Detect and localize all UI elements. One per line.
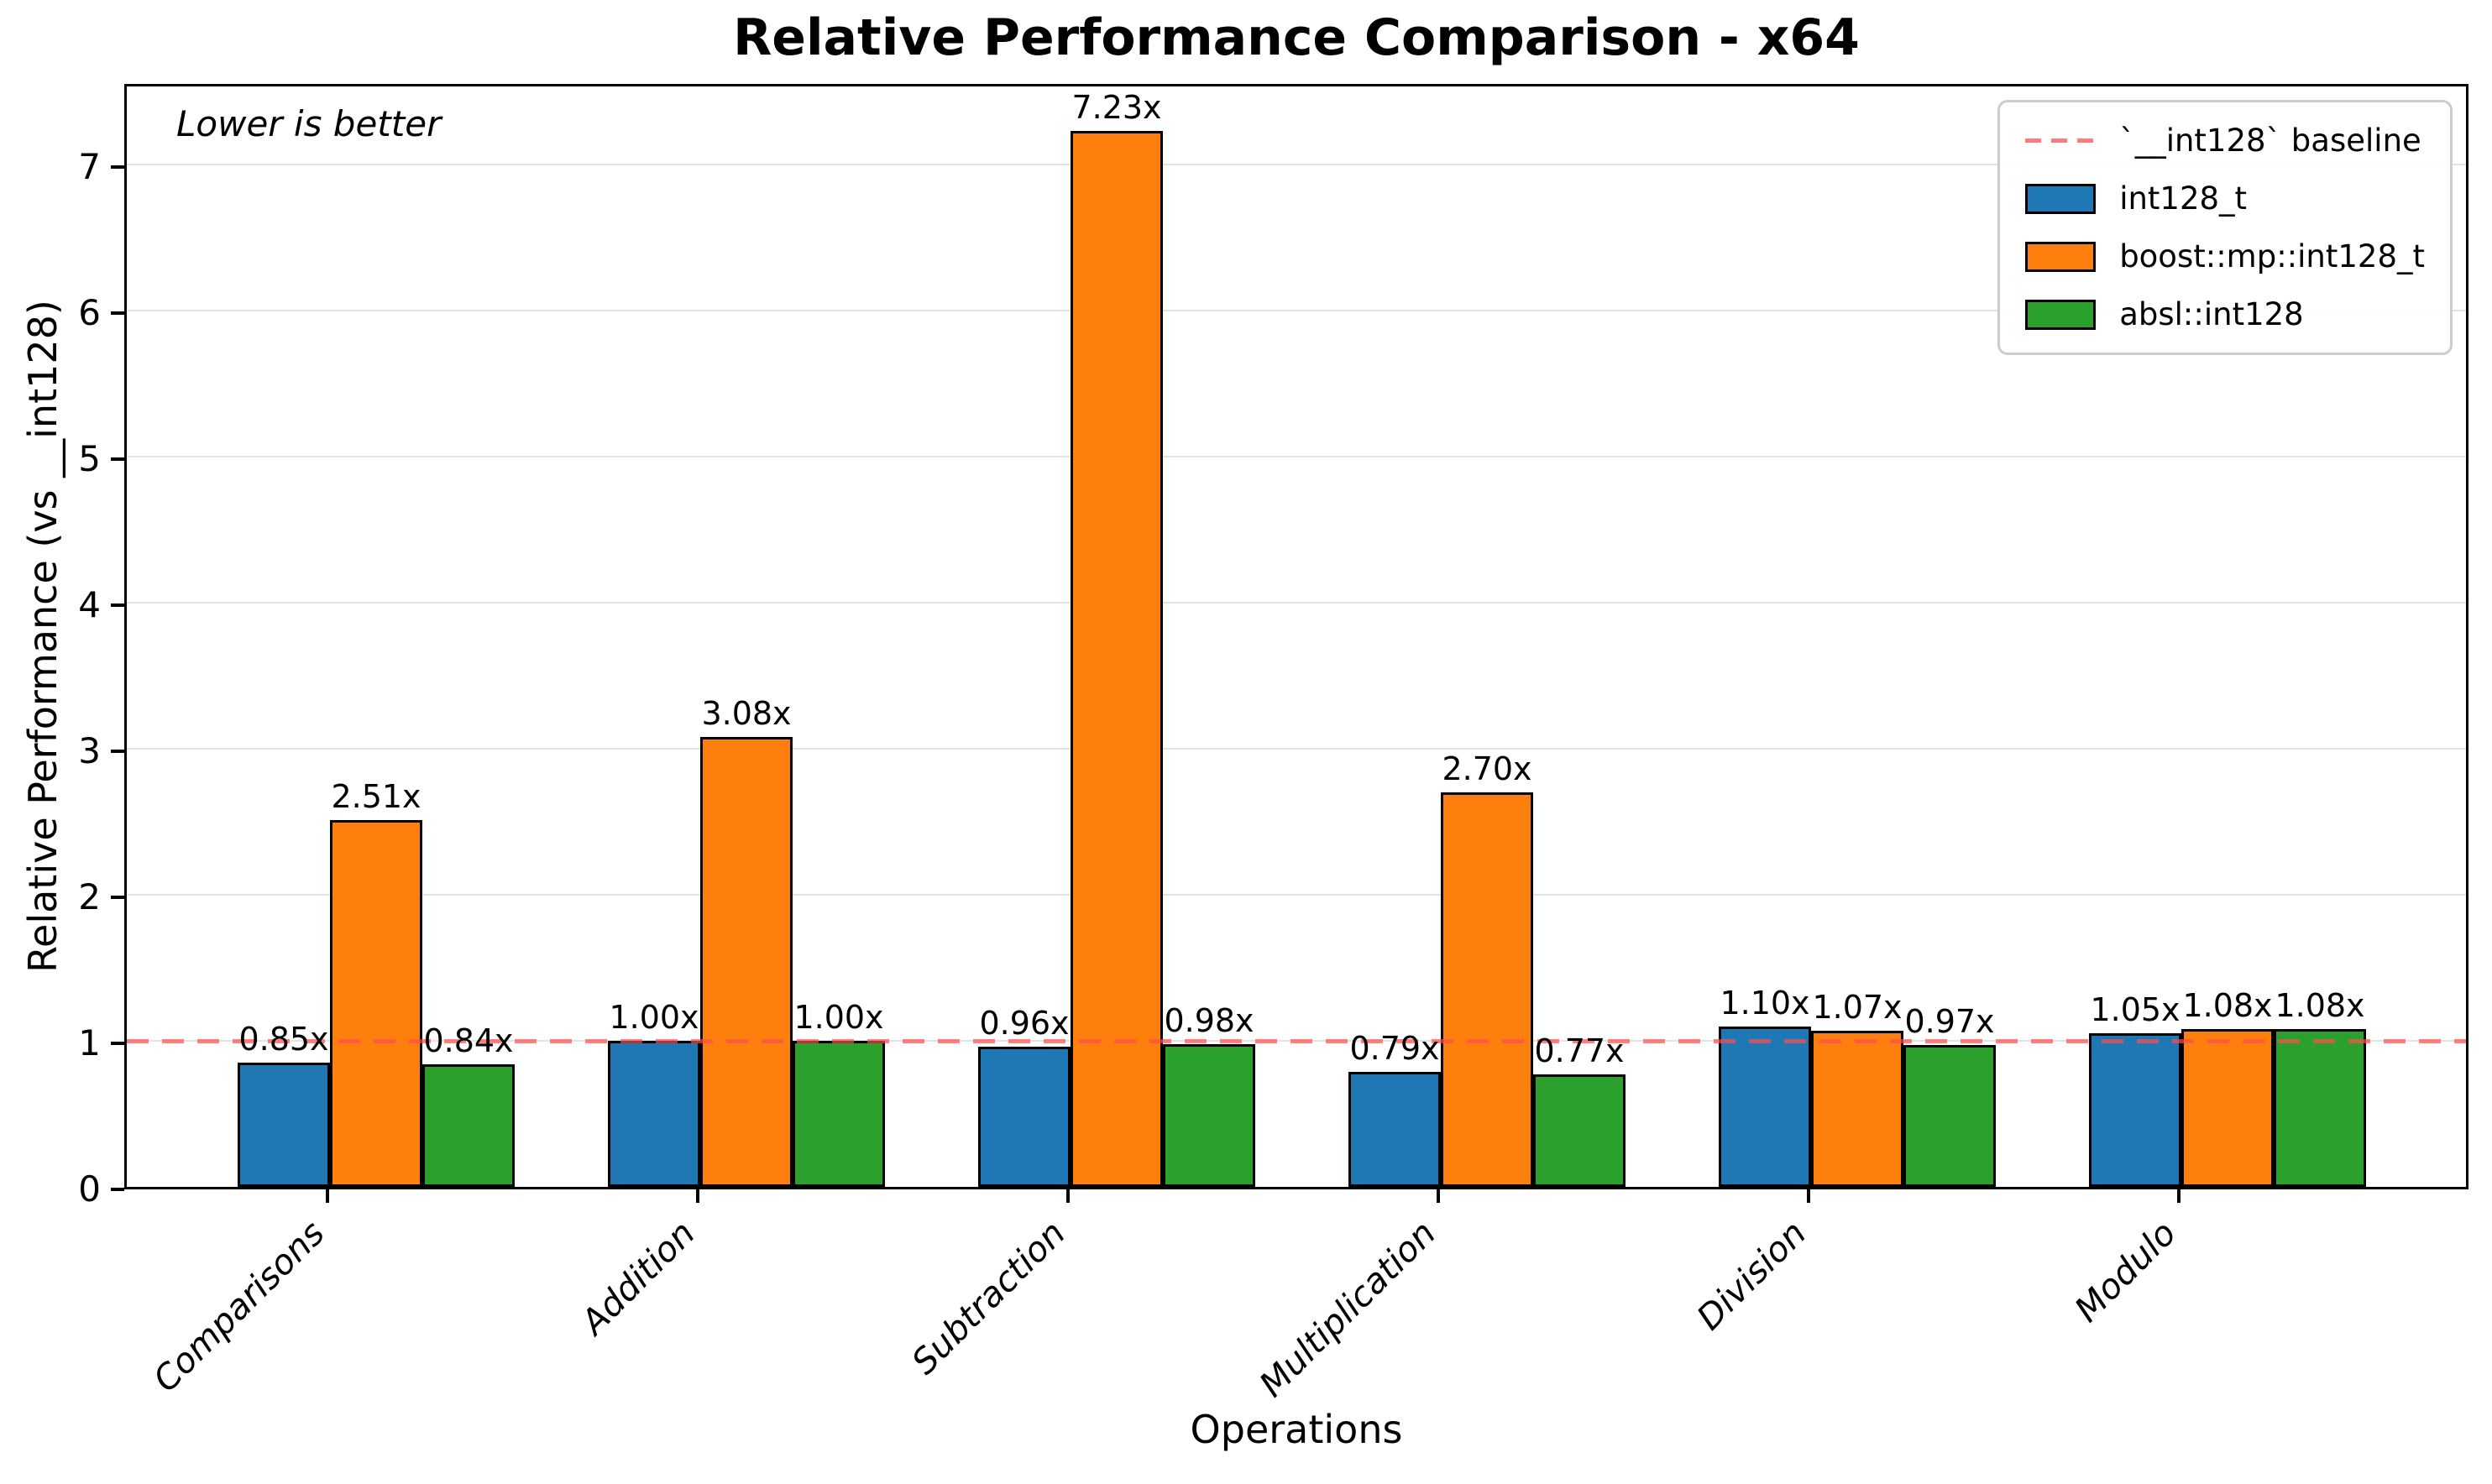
gridline-y5 xyxy=(127,456,2466,458)
bar-int128_t-Multiplication xyxy=(1348,1071,1441,1187)
legend-item-baseline: `__int128` baseline xyxy=(2025,123,2425,159)
value-label-boost::mp::int128_t-Multiplication: 2.70x xyxy=(1442,750,1532,788)
ytick-mark-1 xyxy=(111,1042,124,1045)
ytick-mark-5 xyxy=(111,457,124,461)
ytick-label-7: 7 xyxy=(78,146,101,188)
legend-label-int128_t: int128_t xyxy=(2119,180,2248,217)
value-labels-layer: 0.85x 2.51x 0.84x 1.00x 3.08x 1.00x 0.96x 7.23x… xyxy=(127,86,2466,1187)
legend-key-int128_t xyxy=(2025,183,2097,214)
value-label-boost::mp::int128_t-Division: 1.07x xyxy=(1812,988,1903,1026)
ytick-mark-3 xyxy=(111,750,124,753)
xtick-label-Comparisons: Comparisons xyxy=(145,1213,332,1400)
gridline-y3 xyxy=(127,748,2466,750)
xtick-mark-Comparisons xyxy=(326,1189,329,1203)
value-label-int128_t-Modulo: 1.05x xyxy=(2090,991,2180,1029)
value-label-boost::mp::int128_t-Addition: 3.08x xyxy=(701,695,792,733)
bar-boost::mp::int128_t-Comparisons xyxy=(330,820,422,1187)
bar-int128_t-Comparisons xyxy=(238,1063,330,1187)
bar-boost::mp::int128_t-Division xyxy=(1811,1030,1903,1187)
ytick-mark-0 xyxy=(111,1188,124,1191)
chart-title: Relative Performance Comparison - x64 xyxy=(733,8,1860,67)
lower-is-better-annotation: Lower is better xyxy=(176,103,442,144)
ytick-label-3: 3 xyxy=(78,730,101,772)
bar-absl::int128-Subtraction xyxy=(1163,1043,1255,1187)
bar-int128_t-Subtraction xyxy=(978,1046,1071,1187)
y-axis-label: Relative Performance (vs __int128) xyxy=(20,300,65,973)
legend-label-absl::int128: absl::int128 xyxy=(2119,296,2304,332)
ytick-mark-7 xyxy=(111,165,124,169)
ytick-label-4: 4 xyxy=(78,584,101,626)
x-axis-label: Operations xyxy=(1190,1407,1403,1452)
value-label-int128_t-Multiplication: 0.79x xyxy=(1349,1029,1440,1067)
ytick-mark-2 xyxy=(111,896,124,899)
legend-item-absl::int128: absl::int128 xyxy=(2025,296,2425,332)
value-label-absl::int128-Multiplication: 0.77x xyxy=(1534,1032,1625,1070)
xtick-label-Modulo: Modulo xyxy=(2066,1213,2184,1330)
value-label-boost::mp::int128_t-Modulo: 1.08x xyxy=(2182,987,2273,1025)
ytick-mark-6 xyxy=(111,311,124,315)
plot-area: 0.85x 2.51x 0.84x 1.00x 3.08x 1.00x 0.96x 7.23x… xyxy=(124,84,2468,1189)
value-label-absl::int128-Subtraction: 0.98x xyxy=(1164,1001,1254,1039)
bar-absl::int128-Addition xyxy=(793,1041,885,1187)
xtick-label-Subtraction: Subtraction xyxy=(903,1213,1073,1382)
legend-item-int128_t: int128_t xyxy=(2025,180,2425,217)
bar-boost::mp::int128_t-Modulo xyxy=(2181,1029,2274,1187)
xtick-label-Addition: Addition xyxy=(573,1213,703,1343)
ytick-label-2: 2 xyxy=(78,876,101,918)
gridline-y6 xyxy=(127,310,2466,312)
bar-int128_t-Modulo xyxy=(2089,1033,2181,1187)
bar-int128_t-Division xyxy=(1719,1026,1811,1187)
xtick-mark-Multiplication xyxy=(1437,1189,1440,1203)
value-label-int128_t-Addition: 1.00x xyxy=(609,999,699,1037)
value-label-absl::int128-Addition: 1.00x xyxy=(793,999,884,1037)
legend-label-boost::mp::int128_t: boost::mp::int128_t xyxy=(2119,238,2425,274)
bar-absl::int128-Division xyxy=(1903,1045,1996,1187)
bar-boost::mp::int128_t-Addition xyxy=(700,737,793,1187)
ytick-label-0: 0 xyxy=(78,1168,101,1210)
ytick-label-1: 1 xyxy=(78,1022,101,1064)
xtick-mark-Modulo xyxy=(2177,1189,2180,1203)
ytick-label-6: 6 xyxy=(78,292,101,334)
xtick-mark-Division xyxy=(1807,1189,1810,1203)
gridline-y2 xyxy=(127,894,2466,896)
xtick-label-Division: Division xyxy=(1688,1213,1814,1338)
bar-boost::mp::int128_t-Subtraction xyxy=(1071,131,1163,1187)
ytick-mark-4 xyxy=(111,604,124,607)
xtick-mark-Addition xyxy=(696,1189,699,1203)
value-label-absl::int128-Division: 0.97x xyxy=(1904,1003,1995,1041)
ytick-label-5: 5 xyxy=(78,438,101,480)
bar-absl::int128-Comparisons xyxy=(422,1063,515,1187)
xtick-label-Multiplication: Multiplication xyxy=(1251,1213,1443,1405)
value-label-absl::int128-Comparisons: 0.84x xyxy=(423,1022,514,1059)
value-label-boost::mp::int128_t-Comparisons: 2.51x xyxy=(331,778,421,816)
value-label-int128_t-Subtraction: 0.96x xyxy=(979,1004,1070,1042)
bar-int128_t-Addition xyxy=(608,1041,700,1187)
value-label-absl::int128-Modulo: 1.08x xyxy=(2275,987,2365,1025)
legend-key-baseline xyxy=(2025,138,2097,143)
gridline-y7 xyxy=(127,164,2466,166)
gridline-y4 xyxy=(127,602,2466,604)
value-label-int128_t-Division: 1.10x xyxy=(1720,984,1810,1022)
bar-absl::int128-Multiplication xyxy=(1533,1074,1626,1187)
legend-key-boost::mp::int128_t xyxy=(2025,241,2097,272)
legend-key-absl::int128 xyxy=(2025,299,2097,330)
bar-absl::int128-Modulo xyxy=(2274,1029,2366,1187)
baseline-line xyxy=(127,1038,2466,1043)
bar-boost::mp::int128_t-Multiplication xyxy=(1441,792,1533,1187)
value-label-int128_t-Comparisons: 0.85x xyxy=(238,1021,329,1058)
legend-item-boost::mp::int128_t: boost::mp::int128_t xyxy=(2025,238,2425,274)
value-label-boost::mp::int128_t-Subtraction: 7.23x xyxy=(1071,89,1162,127)
xtick-mark-Subtraction xyxy=(1066,1189,1070,1203)
bars-layer xyxy=(127,86,2466,1187)
legend-label-baseline: `__int128` baseline xyxy=(2119,123,2421,159)
